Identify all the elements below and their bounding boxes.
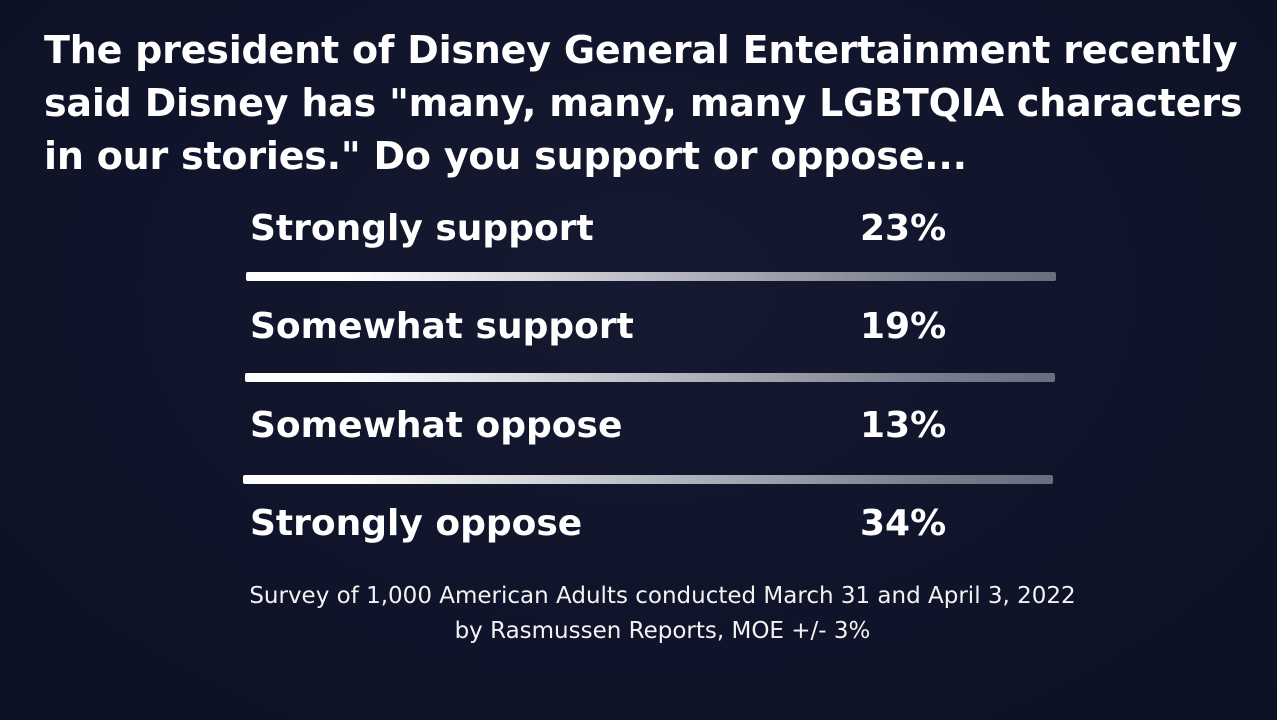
row-label-strongly-oppose: Strongly oppose [250,503,583,544]
row-divider [246,272,1056,281]
footnote-line-1: Survey of 1,000 American Adults conducte… [249,583,1076,609]
row-divider [245,373,1055,382]
row-label-somewhat-support: Somewhat support [250,306,634,347]
row-label-somewhat-oppose: Somewhat oppose [250,405,623,446]
question-title: The president of Disney General Entertai… [44,28,1243,178]
footnote-line-2: by Rasmussen Reports, MOE +/- 3% [454,618,871,644]
row-value-somewhat-support: 19% [860,306,947,347]
row-value-strongly-oppose: 34% [860,503,947,544]
row-label-strongly-support: Strongly support [250,208,594,249]
row-value-somewhat-oppose: 13% [860,405,947,446]
row-divider [243,475,1053,484]
row-value-strongly-support: 23% [860,208,947,249]
